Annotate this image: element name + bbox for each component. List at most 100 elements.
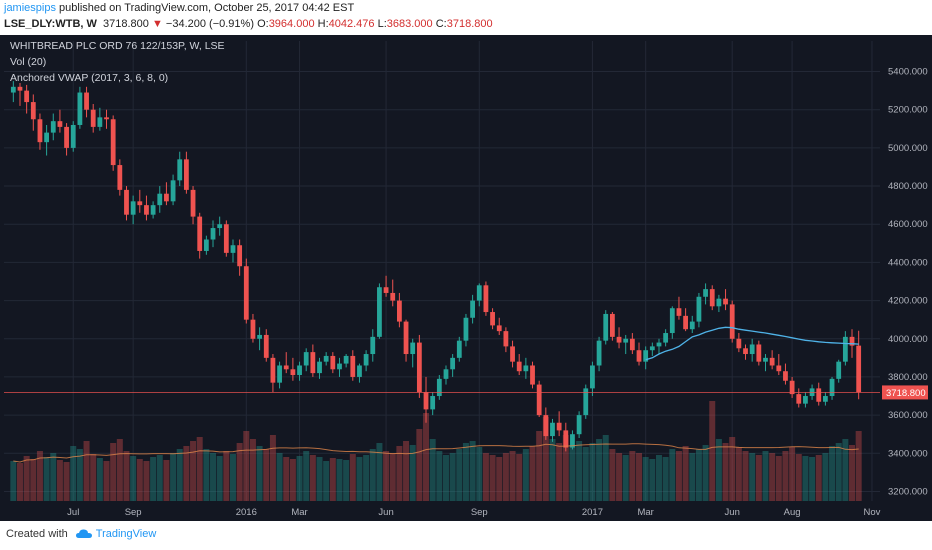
candle-body	[403, 321, 409, 355]
volume-bar	[602, 435, 609, 501]
candle-body	[37, 119, 43, 143]
volume-bar	[223, 451, 230, 501]
legend-volume: Vol (20)	[10, 56, 46, 68]
candle-body	[563, 430, 569, 448]
publish-info: published on TradingView.com, October 25…	[55, 2, 355, 14]
volume-bar	[682, 446, 689, 501]
candle-body	[337, 363, 342, 370]
volume-bar	[589, 443, 596, 501]
candle-body	[343, 355, 349, 364]
candle-body	[470, 300, 476, 318]
y-tick-label: 3600.000	[888, 410, 928, 421]
candle-body	[104, 117, 109, 120]
chart-pane[interactable]: 5400.000 5200.000 5000.000 4800.000 4600.000…	[0, 35, 932, 521]
volume-bar	[409, 445, 416, 501]
footer: Created with TradingView	[6, 528, 156, 540]
volume-bar	[496, 457, 503, 501]
candle-body	[583, 388, 589, 416]
candle-body	[423, 392, 429, 410]
candle-body	[130, 201, 136, 215]
volume-bar	[229, 454, 236, 501]
candle-body	[703, 289, 708, 297]
candle-body	[743, 348, 748, 355]
volume-bar	[96, 458, 103, 501]
candle-body	[197, 216, 203, 251]
volume-bar	[722, 443, 729, 501]
candle-body	[490, 312, 495, 326]
volume-bar	[296, 456, 303, 501]
volume-ma-line	[13, 443, 859, 463]
volume-bar	[210, 453, 217, 501]
candle-body	[643, 350, 649, 362]
volume-bar	[16, 463, 23, 501]
volume-bar	[376, 443, 383, 501]
candle-body	[530, 365, 535, 385]
candle-body	[856, 345, 862, 393]
candle-body	[24, 90, 30, 103]
candle-body	[776, 365, 782, 372]
candle-body	[263, 334, 269, 358]
volume-bar	[416, 429, 423, 501]
volume-bar	[403, 441, 410, 501]
candle-body	[110, 119, 116, 166]
volume-bar	[642, 457, 649, 501]
candle-body	[836, 361, 842, 379]
candle-body	[383, 287, 389, 293]
symbol-label: LSE_DLY:WTB, W	[4, 18, 97, 30]
y-tick-label: 3200.000	[888, 486, 928, 497]
author-link[interactable]: jamiespips	[4, 2, 56, 14]
volume-bar	[649, 459, 656, 501]
volume-bar	[436, 451, 443, 501]
candle-body	[377, 287, 382, 337]
candle-body	[190, 189, 196, 217]
volume-bar	[116, 439, 123, 501]
candle-body	[64, 126, 69, 148]
candle-body	[270, 357, 276, 383]
candle-body	[30, 102, 36, 120]
x-tick-label: Jun	[378, 507, 393, 518]
volume-bar	[309, 455, 316, 501]
volume-bar	[110, 443, 117, 501]
candle-body	[536, 384, 542, 416]
candle-body	[203, 239, 209, 251]
created-with-label: Created with	[6, 528, 68, 540]
volume-bar	[702, 445, 709, 501]
volume-bar	[43, 457, 50, 501]
candle-body	[170, 180, 176, 202]
volume-bar	[10, 461, 17, 501]
volume-bar	[576, 441, 583, 501]
volume-bar	[769, 453, 776, 501]
candle-body	[663, 333, 669, 343]
volume-bar	[709, 401, 716, 501]
volume-bar	[855, 431, 862, 501]
volume-bar	[356, 457, 363, 501]
chart-canvas[interactable]: 5400.000 5200.000 5000.000 4800.000 4600.000…	[0, 35, 932, 521]
tradingview-link[interactable]: TradingView	[95, 528, 157, 540]
candle-body	[410, 342, 416, 355]
candle-body	[297, 365, 302, 376]
candle-body	[237, 245, 243, 267]
candle-body	[656, 342, 662, 347]
x-tick-label: Sep	[471, 507, 488, 518]
volume-bar	[755, 455, 762, 501]
volume-bar	[509, 451, 516, 501]
volume-bar	[815, 455, 822, 501]
volume-bar	[363, 455, 370, 501]
quote-line: LSE_DLY:WTB, W 3718.800 ▼ −34.200 (−0.91…	[4, 18, 493, 30]
close-value: 3718.800	[446, 18, 493, 30]
candle-body	[97, 117, 103, 127]
candle-body	[257, 334, 263, 339]
candle-body	[683, 315, 689, 330]
volume-bar	[30, 459, 37, 501]
volume-bar	[529, 446, 536, 501]
high-label: H:	[317, 18, 329, 30]
volume-bar	[56, 460, 63, 501]
volume-bar	[256, 446, 263, 501]
x-tick-label: Mar	[637, 507, 653, 518]
candle-body	[756, 344, 762, 362]
volume-bar	[336, 459, 343, 501]
candle-body	[550, 422, 555, 437]
candle-body	[436, 378, 442, 397]
candle-body	[117, 165, 123, 190]
volume-bar	[389, 453, 396, 501]
